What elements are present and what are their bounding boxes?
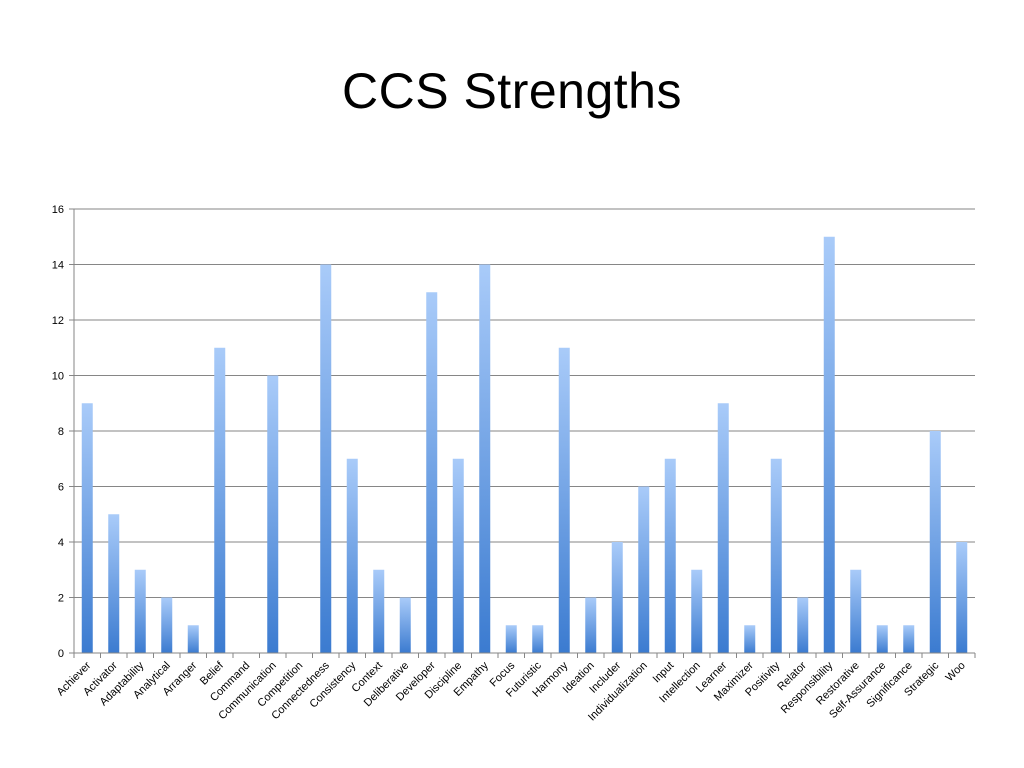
axes [73,209,975,654]
bar-restorative [850,569,862,653]
bar-intellection [691,569,703,653]
x-tick-labels: AchieverActivatorAdaptabilityAnalyticalA… [55,659,968,723]
bar-strategic [929,431,941,653]
bar-input [664,458,676,653]
y-tick-label: 14 [52,260,64,272]
y-tick-labels: 0 2 4 6 8 10 12 14 16 [52,204,64,660]
bar-arranger [187,625,199,653]
bar-empathy [479,264,491,653]
y-tick-label: 0 [58,648,64,660]
bar-positivity [770,458,782,653]
bar-focus [505,625,517,653]
bars [81,236,968,653]
gridlines [69,208,976,658]
bar-discipline [452,458,464,653]
bar-learner [717,403,729,653]
x-tick-label: Woo [944,660,968,684]
bar-relator [797,597,809,653]
bar-context [373,569,385,653]
bar-developer [426,292,438,653]
bar-ideation [585,597,597,653]
bar-communication [267,375,279,653]
bar-deliberative [399,597,411,653]
bar-woo [956,542,968,653]
bar-maximizer [744,625,756,653]
bar-significance [903,625,915,653]
bar-analytical [161,597,173,653]
bar-responsibility [823,236,835,653]
bar-includer [611,542,623,653]
y-tick-label: 2 [58,593,64,605]
bar-futuristic [532,625,544,653]
y-tick-label: 10 [52,371,64,383]
bar-harmony [558,347,570,653]
y-tick-label: 16 [52,204,64,216]
y-tick-label: 6 [58,482,64,494]
slide-title: CCS Strengths [342,63,682,119]
bar-activator [108,514,120,653]
bar-belief [214,347,226,653]
y-tick-label: 4 [58,537,64,549]
bar-achiever [81,403,93,653]
bar-self-assurance [876,625,888,653]
y-tick-label: 12 [52,315,64,327]
bar-connectedness [320,264,332,653]
y-tick-label: 8 [58,426,64,438]
bar-individualization [638,486,650,653]
bar-consistency [346,458,358,653]
bar-adaptability [134,569,146,653]
